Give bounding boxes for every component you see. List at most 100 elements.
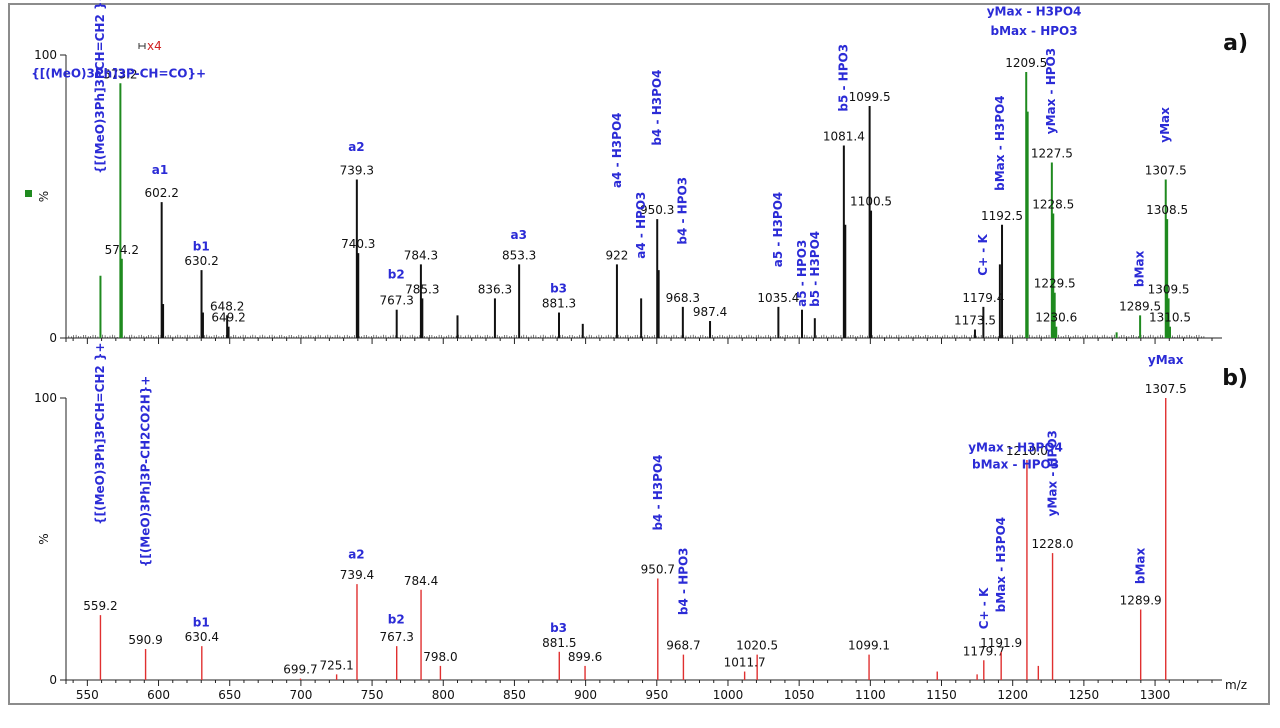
peak-label: 1100.5 xyxy=(850,195,892,209)
peak-label: 899.6 xyxy=(568,650,602,664)
zoom-marker-icon xyxy=(138,43,146,49)
x-axis-label: m/z xyxy=(1225,678,1247,692)
x-tick-label: 700 xyxy=(289,688,312,702)
figure-frame xyxy=(8,3,1270,705)
fragment-annotation: a4 - H3PO4 xyxy=(610,112,624,188)
y-tick-label: 0 xyxy=(49,331,57,345)
x-tick-label: 600 xyxy=(147,688,170,702)
peak-label: 1099.5 xyxy=(849,90,891,104)
y-axis-label: % xyxy=(37,191,51,202)
peak-label: 1307.5 xyxy=(1145,382,1187,396)
peak-label: 739.3 xyxy=(340,164,374,178)
fragment-annotation: bMax xyxy=(1134,547,1148,584)
peak-label: 1210.0 xyxy=(1006,444,1048,458)
fragment-annotation: bMax - HPO3 xyxy=(991,24,1078,38)
zoom-legend-swatch xyxy=(25,190,32,197)
peak-label: 630.2 xyxy=(184,254,218,268)
fragment-annotation: bMax - H3PO4 xyxy=(993,95,1007,190)
peak-label: 648.2 xyxy=(210,299,244,313)
panel-label: b) xyxy=(1222,366,1248,391)
fragment-annotation: {[(MeO)3Ph]3P-CH=CO}+ xyxy=(31,67,206,81)
peak-label: 699.7 xyxy=(283,663,317,677)
fragment-annotation: bMax - H3PO4 xyxy=(994,517,1008,612)
peak-label: 573.2 xyxy=(103,67,137,81)
peak-label: 1099.1 xyxy=(848,639,890,653)
panel-label: a) xyxy=(1223,31,1248,56)
fragment-annotation: a5 - H3PO4 xyxy=(771,192,785,268)
peak-label: 1229.5 xyxy=(1034,277,1076,291)
fragment-annotation: yMax - HPO3 xyxy=(1046,430,1060,516)
peak-label: 630.4 xyxy=(185,630,219,644)
fragment-annotation: b2 xyxy=(388,268,405,282)
peak-label: 767.3 xyxy=(380,630,414,644)
fragment-annotation: a2 xyxy=(348,548,364,562)
peak-label: 968.3 xyxy=(666,291,700,305)
peak-label: 1308.5 xyxy=(1146,203,1188,217)
peak-label: 1020.5 xyxy=(736,639,778,653)
peak-label: 784.4 xyxy=(404,574,438,588)
fragment-annotation: b1 xyxy=(193,615,210,629)
peak-label: 739.4 xyxy=(340,568,374,582)
y-tick-label: 0 xyxy=(49,673,57,687)
peak-label: 1309.5 xyxy=(1148,282,1190,296)
peak-label: 950.7 xyxy=(641,562,675,576)
fragment-annotation: yMax - H3PO4 xyxy=(987,4,1082,18)
fragment-annotation: b1 xyxy=(193,239,210,253)
peak-label: 574.2 xyxy=(105,243,139,257)
fragment-annotation: C+ - K xyxy=(977,587,991,629)
peak-label: 1209.5 xyxy=(1005,56,1047,70)
fragment-annotation: b4 - H3PO4 xyxy=(650,70,664,146)
x-tick-label: 1050 xyxy=(784,688,815,702)
peak-label: 1310.5 xyxy=(1149,311,1191,325)
fragment-annotation: b5 - H3PO4 xyxy=(808,231,822,307)
x-tick-label: 650 xyxy=(218,688,241,702)
fragment-annotation: b4 - H3PO4 xyxy=(651,455,665,531)
fragment-annotation: b2 xyxy=(388,613,405,627)
peak-label: 785.3 xyxy=(405,282,439,296)
fragment-annotation: bMax - HPO3 xyxy=(972,458,1059,472)
peak-label: 881.3 xyxy=(542,297,576,311)
fragment-annotation: C+ - K xyxy=(976,234,990,276)
peak-label: 1081.4 xyxy=(823,130,865,144)
fragment-annotation: a4 - HPO3 xyxy=(634,192,648,259)
y-tick-label: 100 xyxy=(34,48,57,62)
y-axis-label: % xyxy=(37,533,51,544)
peak-label: 590.9 xyxy=(128,633,162,647)
fragment-annotation: yMax xyxy=(1148,353,1184,367)
fragment-annotation: yMax xyxy=(1158,107,1172,143)
peak-label: 1289.9 xyxy=(1120,594,1162,608)
peak-label: 1228.0 xyxy=(1032,537,1074,551)
fragment-annotation: b3 xyxy=(550,282,567,296)
x-tick-label: 1200 xyxy=(997,688,1028,702)
peak-label: 1179.7 xyxy=(963,644,1005,658)
peak-label: 1307.5 xyxy=(1145,164,1187,178)
peak-label: 836.3 xyxy=(478,282,512,296)
fragment-annotation: yMax - H3PO4 xyxy=(968,441,1063,455)
peak-label: 1011.7 xyxy=(724,656,766,670)
fragment-annotation: b3 xyxy=(550,621,567,635)
peak-label: 987.4 xyxy=(693,305,727,319)
peak-label: 784.3 xyxy=(404,248,438,262)
fragment-annotation: b4 - HPO3 xyxy=(675,177,689,245)
peak-label: 968.7 xyxy=(666,639,700,653)
x-tick-label: 900 xyxy=(574,688,597,702)
x-tick-label: 750 xyxy=(361,688,384,702)
peak-label: 1191.9 xyxy=(980,636,1022,650)
x-tick-label: 1000 xyxy=(713,688,744,702)
peak-label: 1173.5 xyxy=(954,314,996,328)
fragment-annotation: b5 - HPO3 xyxy=(836,44,850,112)
peak-label: 602.2 xyxy=(144,186,178,200)
peak-label: 559.2 xyxy=(83,599,117,613)
fragment-annotation: {[(MeO)3Ph]3P-CH2CO2H}+ xyxy=(139,376,153,568)
peak-label: 853.3 xyxy=(502,248,536,262)
x-tick-label: 850 xyxy=(503,688,526,702)
zoom-marker: x4 xyxy=(147,39,162,53)
fragment-annotation: a5 - HPO3 xyxy=(795,240,809,307)
x-tick-label: 1100 xyxy=(855,688,886,702)
peak-label: 1227.5 xyxy=(1031,147,1073,161)
peak-label: 1230.6 xyxy=(1035,311,1077,325)
peak-label: 1179.4 xyxy=(962,291,1004,305)
